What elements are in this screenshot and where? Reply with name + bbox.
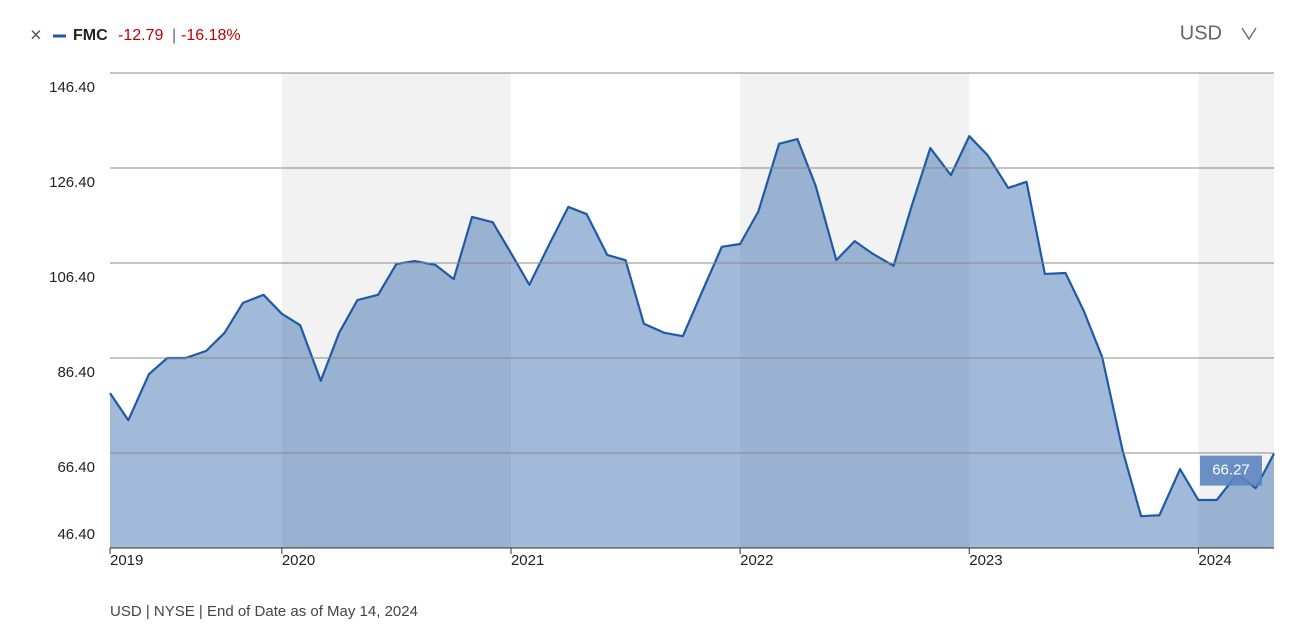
change-pct: -16.18% (181, 27, 241, 44)
currency-select[interactable]: USD (1180, 22, 1222, 44)
y-tick-label: 106.40 (49, 269, 95, 286)
last-value-box (1200, 455, 1262, 486)
y-tick-label: 146.40 (49, 79, 95, 96)
line (109, 135, 1275, 518)
change: -12.79 (118, 27, 163, 44)
x-tick-label: 2021 (511, 552, 544, 569)
year-band (740, 73, 970, 548)
y-tick-label: 46.40 (57, 526, 95, 543)
last-value-label: 66.27 (1212, 462, 1250, 479)
y-tick-label: 86.40 (57, 364, 95, 381)
x-tick-label: 2020 (282, 552, 315, 569)
close-icon[interactable]: × (30, 24, 42, 46)
y-tick-label: 126.40 (49, 174, 95, 191)
separator: | (172, 27, 176, 44)
footnote: USD | NYSE | End of Date as of May 14, 2… (110, 603, 418, 620)
x-tick-label: 2022 (740, 552, 773, 569)
legend-name: FMC (73, 27, 108, 44)
year-band (281, 73, 511, 548)
y-tick-label: 66.40 (57, 459, 95, 476)
x-tick-label: 2023 (969, 552, 1002, 569)
x-tick-label: 2019 (110, 552, 143, 569)
dropdown-icon[interactable] (1241, 27, 1257, 41)
area (110, 136, 1274, 549)
x-tick-label: 2024 (1198, 552, 1231, 569)
